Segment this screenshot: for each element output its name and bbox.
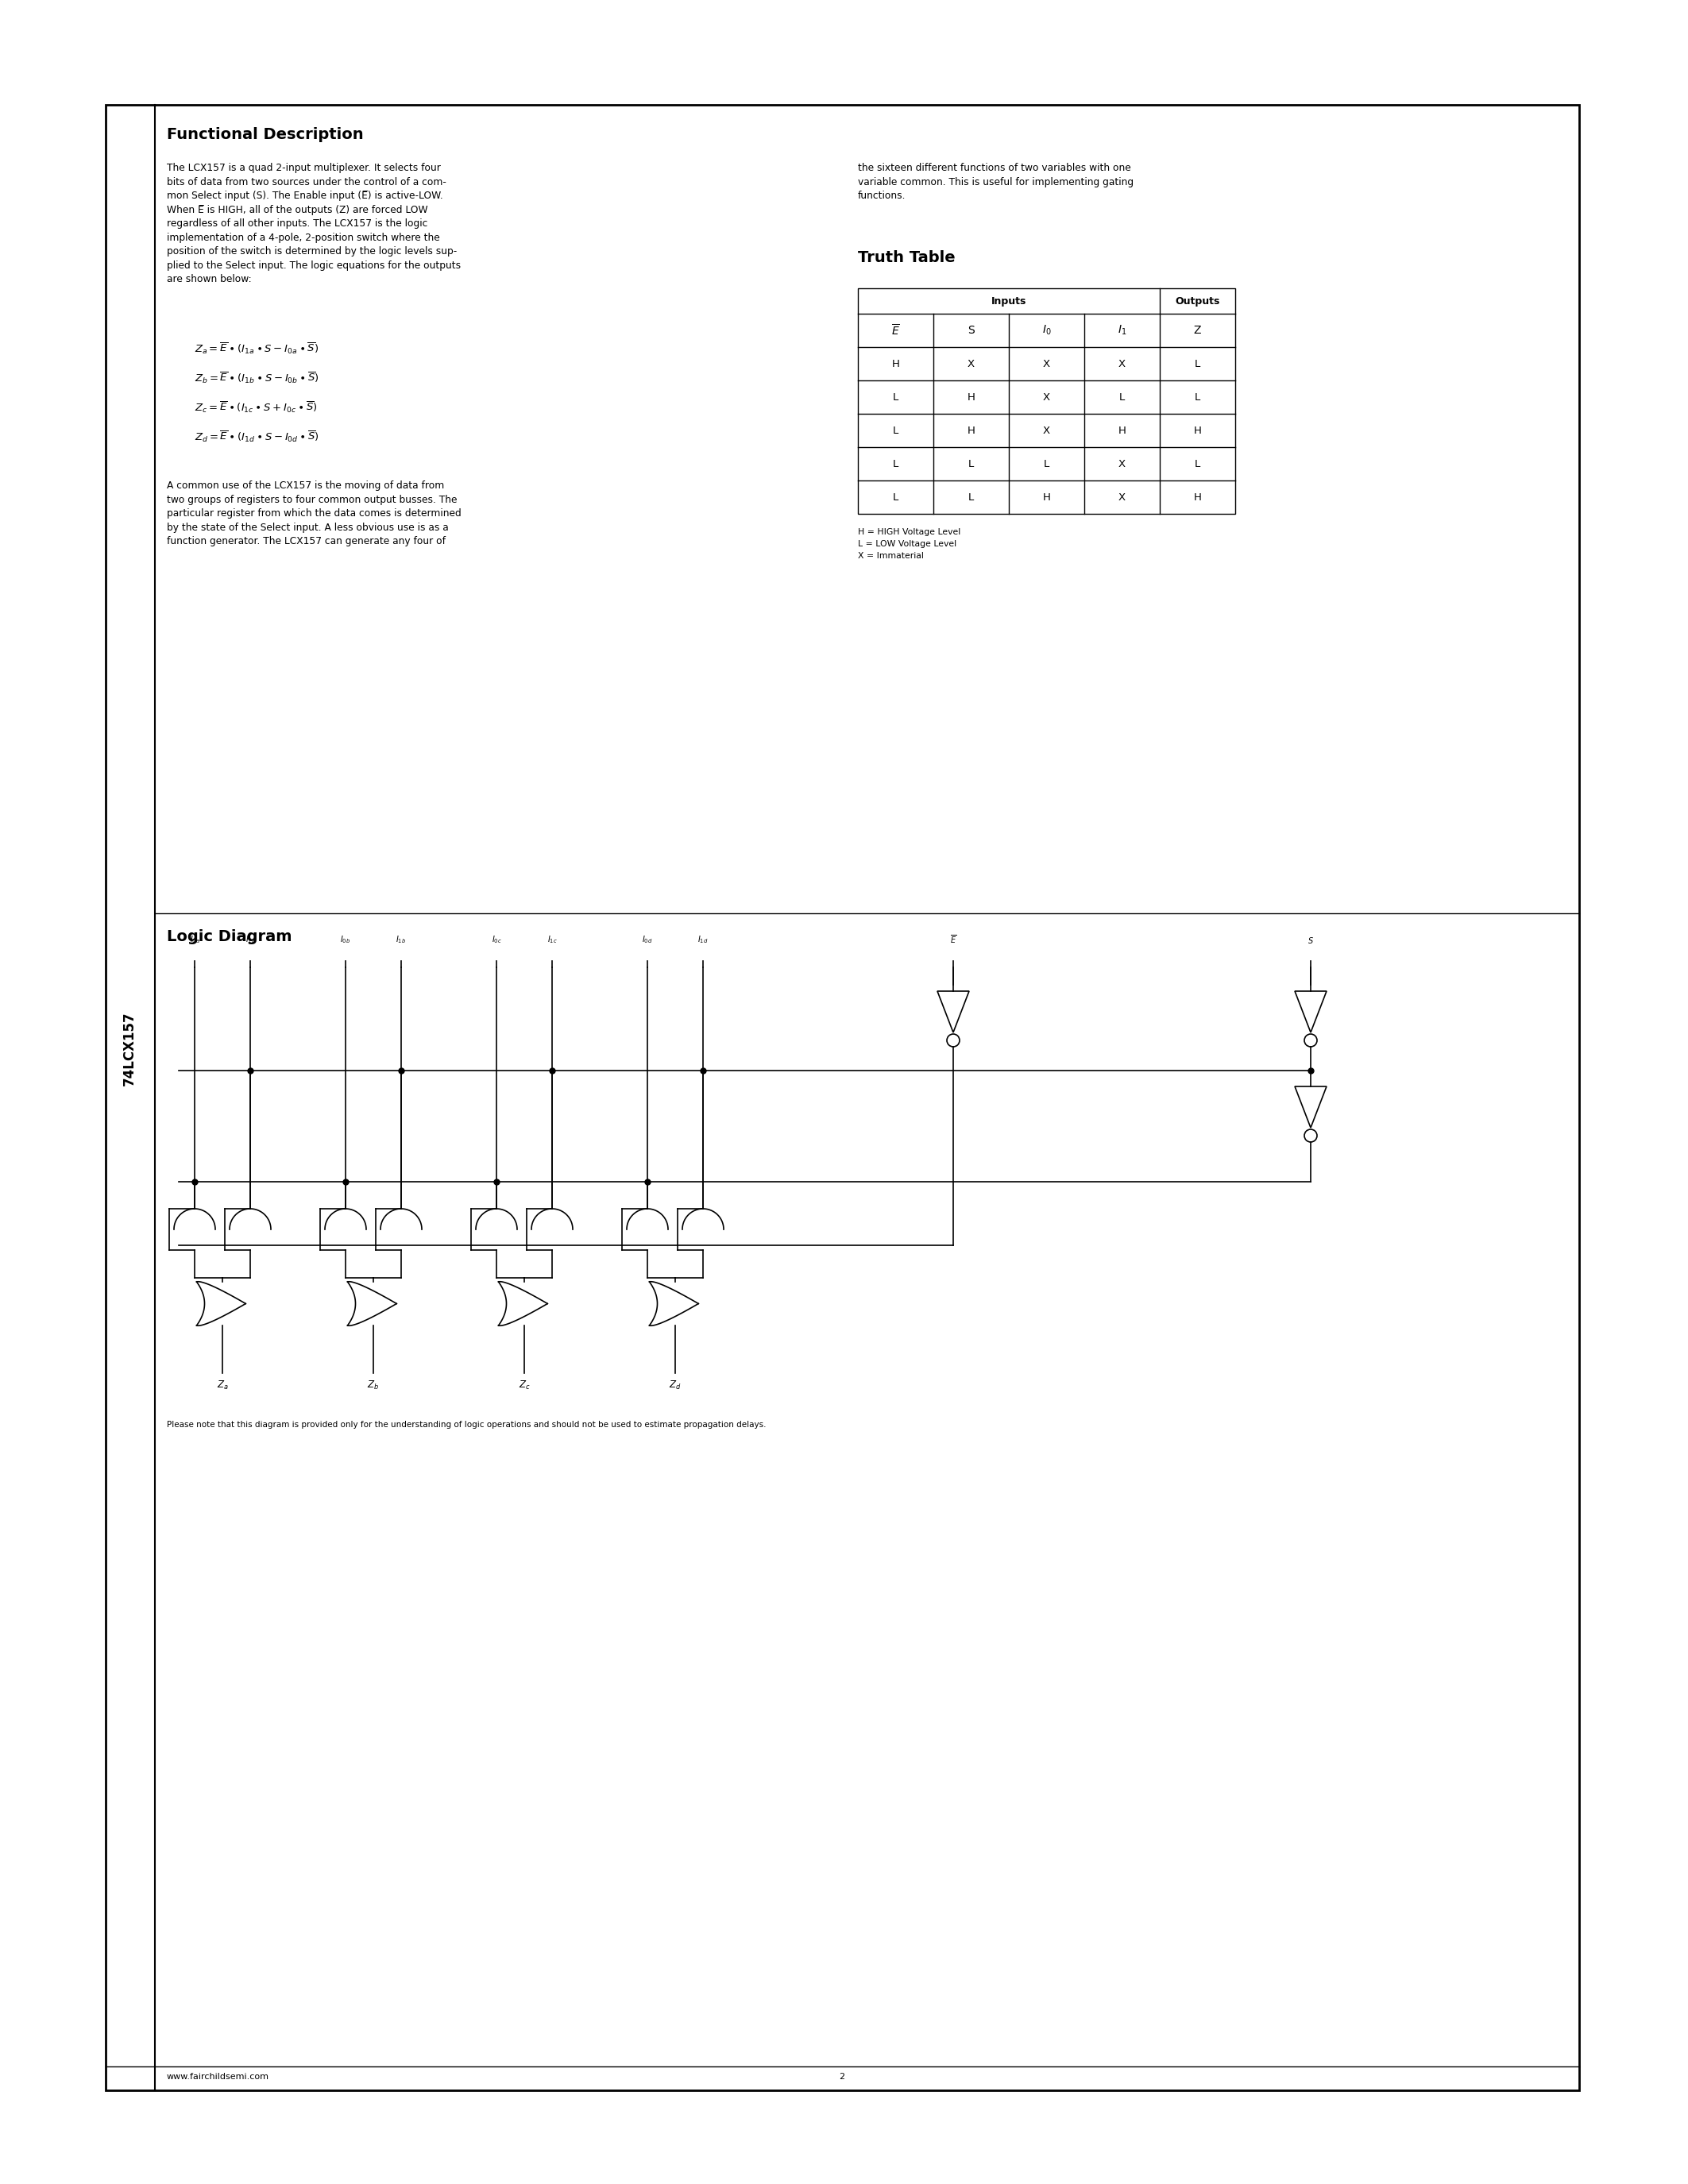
- Text: $\overline{E}$: $\overline{E}$: [950, 933, 957, 946]
- Text: X: X: [1043, 358, 1050, 369]
- Text: 74LCX157: 74LCX157: [122, 1011, 137, 1085]
- Text: $Z_b = \overline{E} \bullet (I_{1b} \bullet S - I_{0b} \bullet \overline{S})$: $Z_b = \overline{E} \bullet (I_{1b} \bul…: [194, 371, 319, 384]
- Text: H: H: [1193, 426, 1202, 435]
- Text: $Z_d$: $Z_d$: [668, 1380, 682, 1391]
- Text: L: L: [893, 459, 898, 470]
- Text: $Z_c$: $Z_c$: [518, 1380, 530, 1391]
- Text: H: H: [1117, 426, 1126, 435]
- Text: Z: Z: [1193, 325, 1202, 336]
- Text: H = HIGH Voltage Level
L = LOW Voltage Level
X = Immaterial: H = HIGH Voltage Level L = LOW Voltage L…: [858, 529, 960, 559]
- Text: X: X: [1119, 491, 1126, 502]
- Text: H: H: [1043, 491, 1050, 502]
- Text: $Z_c = \overline{E} \bullet (I_{1c} \bullet S + I_{0c} \bullet \overline{S})$: $Z_c = \overline{E} \bullet (I_{1c} \bul…: [194, 400, 317, 415]
- Text: $I_1$: $I_1$: [1117, 323, 1126, 336]
- Text: Outputs: Outputs: [1175, 295, 1220, 306]
- Text: 2: 2: [839, 2073, 846, 2081]
- Text: Truth Table: Truth Table: [858, 251, 955, 264]
- Text: X: X: [1043, 391, 1050, 402]
- Text: $Z_a$: $Z_a$: [216, 1380, 228, 1391]
- Text: www.fairchildsemi.com: www.fairchildsemi.com: [167, 2073, 270, 2081]
- Text: H: H: [967, 391, 976, 402]
- Text: X: X: [1119, 459, 1126, 470]
- Bar: [858, 288, 1236, 513]
- Text: Inputs: Inputs: [991, 295, 1026, 306]
- Text: $S$: $S$: [1308, 935, 1313, 946]
- Text: H: H: [891, 358, 900, 369]
- Text: Logic Diagram: Logic Diagram: [167, 928, 292, 943]
- Text: H: H: [967, 426, 976, 435]
- Text: A common use of the LCX157 is the moving of data from
two groups of registers to: A common use of the LCX157 is the moving…: [167, 480, 461, 546]
- Text: X: X: [1119, 358, 1126, 369]
- Text: $I_{0a}$: $I_{0a}$: [189, 935, 199, 946]
- Text: L: L: [1195, 358, 1200, 369]
- Text: $Z_a = \overline{E} \bullet (I_{1a} \bullet S - I_{0a} \bullet \overline{S})$: $Z_a = \overline{E} \bullet (I_{1a} \bul…: [194, 341, 319, 356]
- Text: $\overline{E}$: $\overline{E}$: [891, 323, 900, 339]
- Text: $I_{0c}$: $I_{0c}$: [491, 935, 501, 946]
- Text: L: L: [893, 491, 898, 502]
- Text: L: L: [1195, 391, 1200, 402]
- Text: L: L: [893, 426, 898, 435]
- Text: X: X: [1043, 426, 1050, 435]
- Text: $I_0$: $I_0$: [1041, 323, 1052, 336]
- Text: L: L: [1119, 391, 1124, 402]
- Text: L: L: [969, 459, 974, 470]
- Text: Please note that this diagram is provided only for the understanding of logic op: Please note that this diagram is provide…: [167, 1422, 766, 1428]
- Text: $I_{1c}$: $I_{1c}$: [547, 935, 557, 946]
- Text: $I_{1a}$: $I_{1a}$: [245, 935, 255, 946]
- Text: L: L: [893, 391, 898, 402]
- Text: $I_{1b}$: $I_{1b}$: [397, 935, 407, 946]
- Text: Functional Description: Functional Description: [167, 127, 363, 142]
- Text: $I_{1d}$: $I_{1d}$: [697, 935, 709, 946]
- Text: H: H: [1193, 491, 1202, 502]
- Text: $Z_d = \overline{E} \bullet (I_{1d} \bullet S - I_{0d} \bullet \overline{S})$: $Z_d = \overline{E} \bullet (I_{1d} \bul…: [194, 430, 319, 443]
- Text: S: S: [967, 325, 974, 336]
- Text: $I_{0b}$: $I_{0b}$: [341, 935, 351, 946]
- Text: the sixteen different functions of two variables with one
variable common. This : the sixteen different functions of two v…: [858, 164, 1134, 201]
- Text: L: L: [969, 491, 974, 502]
- Text: The LCX157 is a quad 2-input multiplexer. It selects four
bits of data from two : The LCX157 is a quad 2-input multiplexer…: [167, 164, 461, 284]
- Text: L: L: [1043, 459, 1050, 470]
- Text: L: L: [1195, 459, 1200, 470]
- Text: $I_{0d}$: $I_{0d}$: [641, 935, 653, 946]
- Bar: [106, 105, 1580, 2090]
- Text: $Z_b$: $Z_b$: [368, 1380, 380, 1391]
- Text: X: X: [967, 358, 974, 369]
